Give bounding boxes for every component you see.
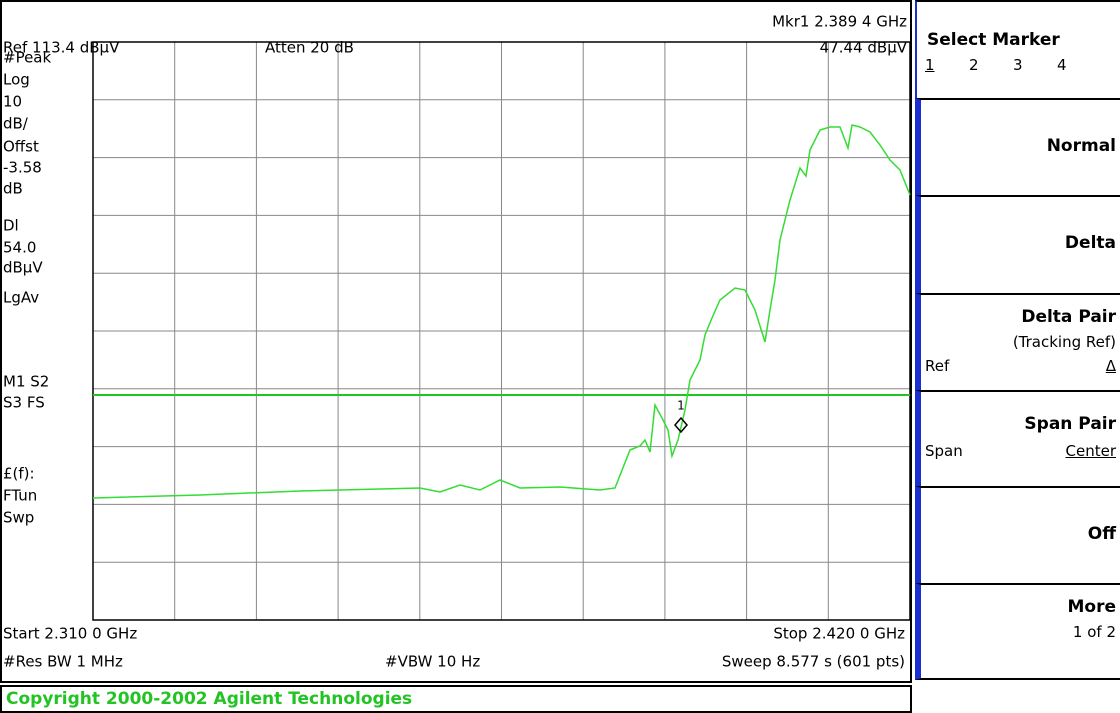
softkey[interactable]: Delta bbox=[915, 195, 1120, 295]
softkey[interactable]: More 1 of 2 bbox=[915, 583, 1120, 680]
stop-freq: Stop 2.420 0 GHz bbox=[773, 625, 905, 643]
softkey-title: Normal bbox=[1046, 136, 1116, 156]
side-annotations: #Peak Log 10 dB/Offst -3.58 dB Dl 54.0 dBµV LgAv M… bbox=[3, 49, 51, 527]
side-label: 10 bbox=[3, 93, 22, 111]
softkey-title: Delta bbox=[1064, 233, 1116, 253]
res-bw: #Res BW 1 MHz bbox=[3, 653, 123, 671]
copyright: Copyright 2000-2002 Agilent Technologies bbox=[0, 685, 912, 713]
side-label: Swp bbox=[3, 509, 34, 527]
softkey-option: Center bbox=[1065, 442, 1117, 460]
marker-number: 1 bbox=[677, 399, 685, 413]
side-label: #Peak bbox=[3, 49, 51, 67]
sweep: Sweep 8.577 s (601 pts) bbox=[722, 653, 905, 671]
marker-diamond bbox=[674, 416, 688, 434]
softkey-panel: Select Marker 1 2 3 4 Normal Delta Delta Pair (T… bbox=[915, 0, 1120, 680]
side-label: -3.58 bbox=[3, 159, 42, 177]
softkey-note: 1 of 2 bbox=[1072, 623, 1116, 641]
softkey-title: Span Pair bbox=[1024, 414, 1116, 434]
softkey[interactable]: Delta Pair (Tracking Ref) Ref Δ bbox=[915, 293, 1120, 392]
side-label: dBµV bbox=[3, 259, 43, 277]
softkey[interactable]: Select Marker 1 2 3 4 bbox=[915, 0, 1120, 100]
softkey[interactable]: Span Pair Span Center bbox=[915, 390, 1120, 488]
side-label: dB/ bbox=[3, 115, 29, 133]
softkey[interactable]: Normal bbox=[915, 98, 1120, 197]
side-label: 54.0 bbox=[3, 239, 36, 257]
side-label: FTun bbox=[3, 487, 37, 505]
softkey-option: Ref bbox=[925, 357, 950, 375]
softkey-title: Select Marker bbox=[927, 30, 1060, 50]
side-label: Dl bbox=[3, 217, 19, 235]
side-label: £(f): bbox=[3, 465, 35, 483]
softkey-option: 4 bbox=[1057, 56, 1067, 74]
softkey-title: More bbox=[1067, 597, 1116, 617]
attenuation: Atten 20 dB bbox=[265, 39, 354, 57]
softkey-option: 1 bbox=[925, 56, 935, 74]
softkey-title: Delta Pair bbox=[1021, 307, 1116, 327]
graticule bbox=[92, 41, 911, 621]
softkey-option: 3 bbox=[1013, 56, 1023, 74]
softkey-option: Δ bbox=[1105, 357, 1116, 375]
marker-readout: Mkr1 2.389 4 GHz bbox=[772, 13, 907, 31]
side-label: S3 FS bbox=[3, 394, 45, 412]
side-label: M1 S2 bbox=[3, 373, 49, 391]
trace bbox=[92, 124, 911, 499]
softkey-option: 2 bbox=[969, 56, 979, 74]
display: 1 Mkr1 2.389 4 GHz 47.44 dBµV Ref 113.4 … bbox=[0, 0, 912, 683]
softkey[interactable]: Off bbox=[915, 486, 1120, 585]
display-frame bbox=[0, 0, 912, 683]
side-label: Log bbox=[3, 71, 30, 89]
ref-level: Ref 113.4 dBµV bbox=[3, 39, 120, 57]
vbw: #VBW 10 Hz bbox=[385, 653, 480, 671]
graticule-frame bbox=[92, 41, 911, 621]
softkey-note: (Tracking Ref) bbox=[1012, 333, 1116, 351]
marker-value: 47.44 dBµV bbox=[820, 39, 908, 57]
side-label: dB bbox=[3, 180, 23, 198]
start-freq: Start 2.310 0 GHz bbox=[3, 625, 137, 643]
softkey-option: Span bbox=[925, 442, 963, 460]
softkey-title: Off bbox=[1087, 524, 1116, 544]
side-label: Offst bbox=[3, 138, 39, 156]
side-label: LgAv bbox=[3, 289, 39, 307]
